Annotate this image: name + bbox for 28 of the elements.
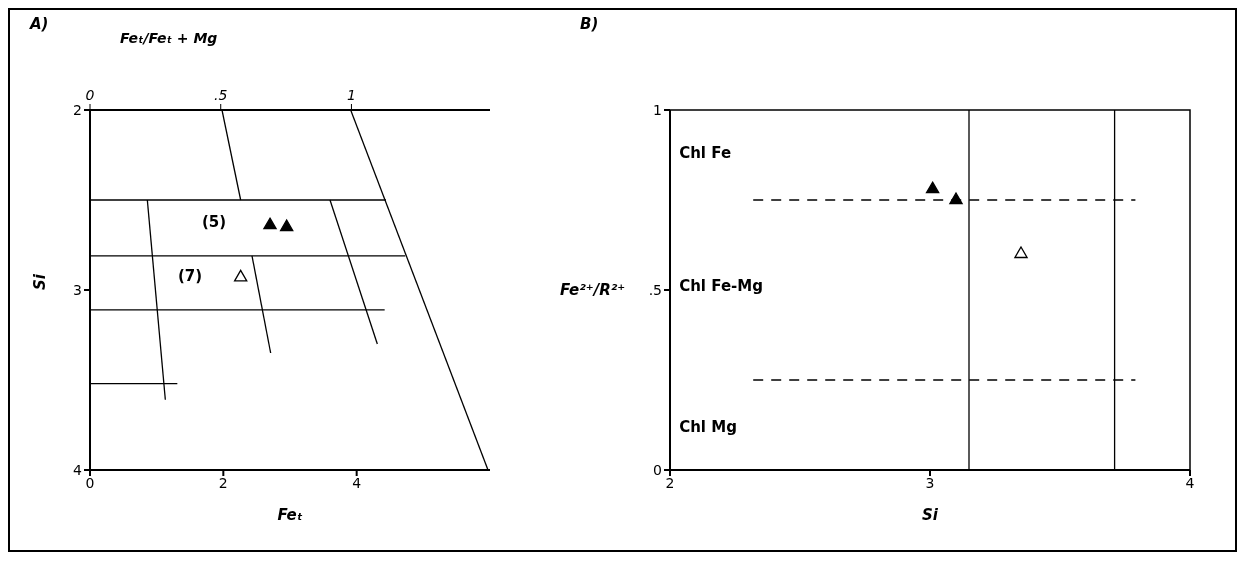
chart-title: B): [580, 15, 599, 33]
annotation: (7): [178, 266, 203, 285]
y-axis-title: Fe²⁺/R²⁺: [560, 281, 626, 300]
x-tick-label: 0: [85, 474, 95, 491]
x2-tick-label: 0: [85, 87, 95, 103]
x-tick-label: 4: [352, 474, 362, 491]
x2-tick-label: .5: [214, 87, 228, 103]
figure-border: A) Feₜ/Feₜ + Mg 0 2 4 Feₜ 2 3 4 Si 0 .5 1 (5) (7) B) 2 3 4 Si 0 .5 1 Fe²⁺/R²⁺ Chl Fe Chl Fe-Mg Chl Mg: [8, 8, 1237, 552]
x2-axis-title: Feₜ/Feₜ + Mg: [120, 30, 218, 46]
annotation: (5): [202, 212, 227, 231]
x2-tick-label: 1: [346, 87, 356, 103]
y-tick-label: 1: [653, 101, 662, 118]
x-axis-title: Feₜ: [277, 506, 303, 524]
y-axis-title: Si: [31, 273, 50, 290]
x-tick-label: 2: [218, 474, 228, 491]
chart-title: A): [30, 15, 49, 33]
annotation: Chl Fe-Mg: [679, 277, 763, 296]
x-tick-label: 2: [665, 474, 675, 491]
y-tick-label: 0: [653, 461, 662, 478]
y-tick-label: .5: [648, 281, 662, 298]
x-axis-title: Si: [922, 506, 939, 524]
y-tick-label: 4: [73, 461, 83, 478]
y-tick-label: 3: [73, 281, 82, 298]
x-tick-label: 3: [925, 474, 935, 491]
y-tick-label: 2: [73, 101, 82, 118]
annotation: Chl Mg: [679, 417, 737, 436]
annotation: Chl Fe: [679, 144, 732, 163]
x-tick-label: 4: [1185, 474, 1195, 491]
